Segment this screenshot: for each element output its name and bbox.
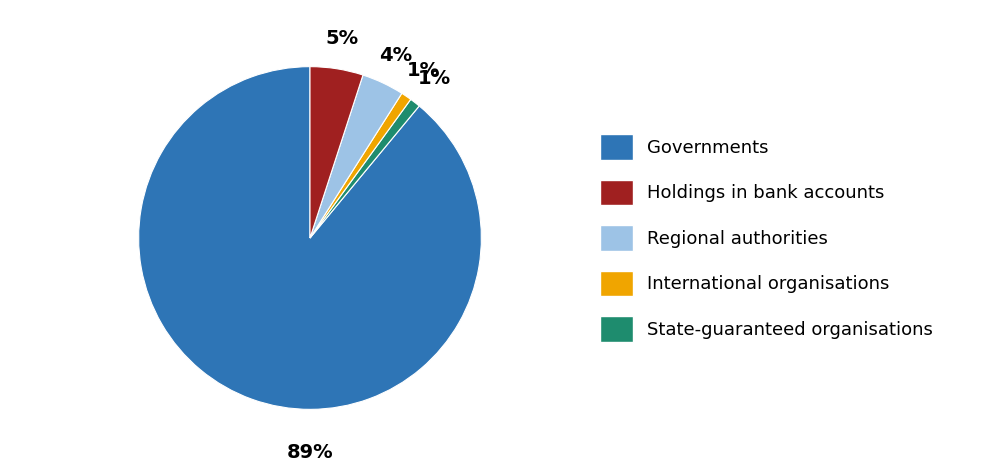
Text: 1%: 1%: [407, 61, 440, 80]
Wedge shape: [310, 93, 411, 238]
Text: 89%: 89%: [287, 443, 333, 462]
Legend: Governments, Holdings in bank accounts, Regional authorities, International orga: Governments, Holdings in bank accounts, …: [591, 125, 942, 351]
Wedge shape: [310, 67, 363, 238]
Wedge shape: [310, 99, 419, 238]
Text: 5%: 5%: [325, 29, 358, 48]
Text: 1%: 1%: [417, 69, 450, 88]
Wedge shape: [139, 67, 481, 409]
Text: 4%: 4%: [380, 46, 413, 65]
Wedge shape: [310, 75, 402, 238]
